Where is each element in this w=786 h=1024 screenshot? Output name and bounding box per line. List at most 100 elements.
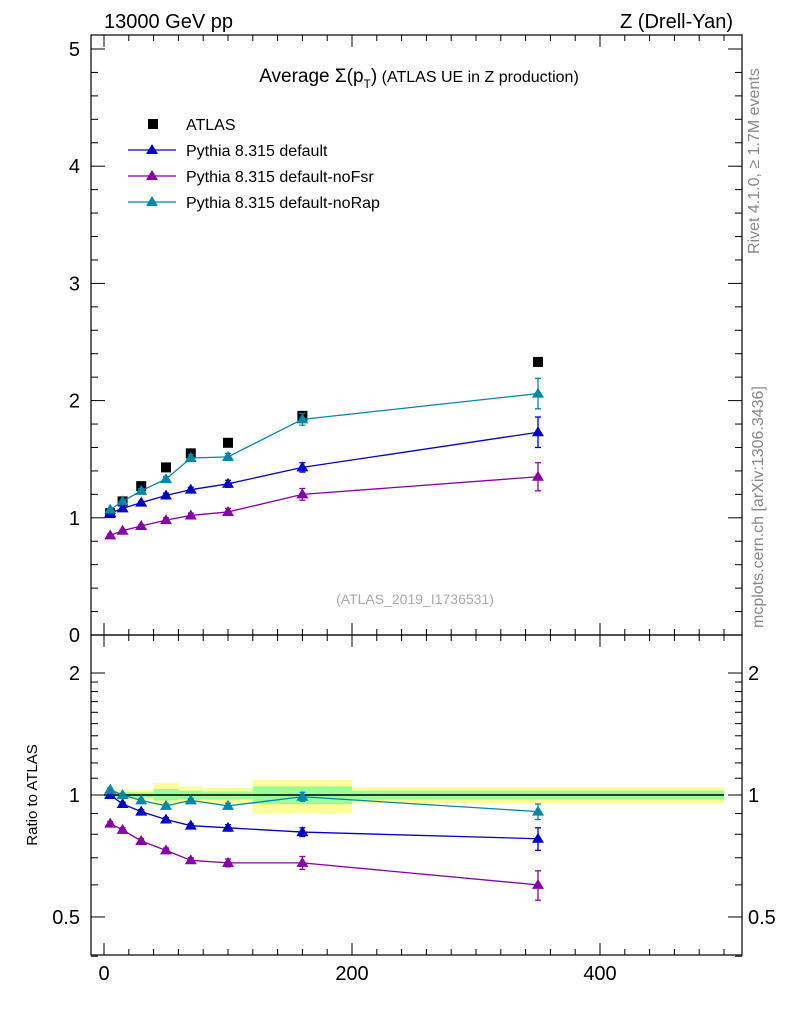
ratio-plot-frame [90,634,743,956]
main-series-1 [104,416,544,518]
main-ytick-label: 1 [69,508,80,530]
legend-label-norap: Pythia 8.315 default-noRap [186,195,380,212]
ratio-data-point [116,798,129,809]
ratio-uncertainty-bands [104,779,724,814]
main-data-point [222,477,234,488]
ratio-ytick-label-right: 0.5 [748,907,776,929]
ratio-data-point [222,799,234,810]
ratio-series-layer [104,783,544,901]
main-data-point [222,505,234,516]
main-data-point [184,483,197,494]
ratio-series-1 [104,817,544,901]
main-data-point [116,502,129,513]
ratio-data-point [532,832,544,843]
ratio-ytick-label-left: 0.5 [52,907,80,929]
main-data-point [223,437,233,448]
ratio-data-point [104,783,117,794]
ratio-data-point [532,805,544,816]
main-data-point [160,473,172,484]
ratio-xtick-label: 200 [335,963,368,985]
title-subscript: T [364,77,372,91]
main-data-point [184,452,197,463]
ratio-data-point [296,790,309,801]
ratio-panel: 0.5 0.5 1 1 2 2 0 200 400 Ratio to ATLAS [24,634,776,985]
main-series-line [109,392,539,511]
main-data-point [184,509,197,520]
header-left: 13000 GeV pp [104,11,233,33]
ratio-data-point [160,799,172,810]
main-data-point [532,470,544,481]
ratio-series-0 [104,789,544,852]
ratio-data-point [184,794,197,805]
main-ytick-label: 0 [69,625,80,647]
ratio-data-point [184,819,197,830]
legend-label-atlas: ATLAS [186,117,236,134]
ratio-data-point [296,826,309,837]
main-ytick-label: 4 [69,156,80,178]
ratio-xtick-label: 0 [98,963,109,985]
main-data-point [161,462,171,473]
main-y-tick-labels: 0 1 2 3 4 5 [69,39,80,647]
ratio-data-point [222,856,234,867]
ratio-ytick-label-left: 2 [69,663,80,685]
ratio-data-point [222,821,234,832]
main-panel: 0 1 2 3 4 5 Average Σ(pT) (ATLAS UE in Z prod… [69,34,743,647]
main-data-point [116,524,129,535]
ratio-xtick-label: 400 [583,963,616,985]
ratio-y-axis-label: Ratio to ATLAS [24,744,41,845]
rivet-label: Rivet 4.1.0, ≥ 1.7M events [746,68,763,254]
ratio-ytick-label-left: 1 [69,785,80,807]
main-data-point [135,496,148,507]
main-data-point [135,520,148,531]
main-data-point [160,514,172,525]
main-series-line [109,431,539,514]
main-series-2 [104,462,544,540]
ratio-data-point [104,817,117,828]
ratio-data-point [116,823,129,834]
main-data-point [116,495,129,506]
main-data-point [296,461,309,472]
legend-label-nofsr: Pythia 8.315 default-noFsr [186,169,374,186]
ratio-data-point [184,854,197,865]
mcplots-label: mcplots.cern.ch [arXiv:1306.3436] [750,386,767,628]
main-series-layer [104,356,544,540]
legend-marker-default [146,144,158,154]
analysis-id: (ATLAS_2019_I1736531) [336,591,494,607]
main-ytick-label: 2 [69,391,80,413]
ratio-data-point [135,794,148,805]
legend-marker-norap [146,196,158,206]
legend-marker-nofsr [146,170,158,180]
main-data-point [296,488,309,499]
ratio-data-point [532,878,544,889]
main-data-point [104,503,117,514]
main-data-point [160,489,172,500]
ratio-data-point [116,789,129,799]
legend-marker-atlas [148,119,158,129]
main-ytick-label: 5 [69,39,80,61]
main-data-point [104,529,117,540]
ratio-data-point [104,789,117,799]
main-title: Average Σ(pT) (ATLAS UE in Z production) [259,66,579,91]
main-data-point [532,387,544,398]
title-close: ) [371,66,377,87]
ratio-data-point [296,856,309,867]
ratio-series-2 [104,783,544,821]
main-series-3 [104,377,544,514]
main-data-point [135,484,148,495]
main-data-point [222,450,234,461]
title-suffix: (ATLAS UE in Z production) [377,69,579,86]
legend: ATLAS Pythia 8.315 default Pythia 8.315 … [128,117,380,212]
header-right: Z (Drell-Yan) [620,11,733,33]
title-prefix: Average [259,66,335,87]
ratio-axis-ticks [91,635,742,957]
main-axis-ticks [91,35,742,636]
main-ytick-label: 3 [69,273,80,295]
main-series-line [109,476,539,536]
main-data-point [296,413,309,424]
title-symbol: Σ(p [335,66,364,87]
main-data-point [532,426,544,437]
ratio-data-point [160,813,172,824]
ratio-data-point [160,844,172,855]
main-data-point [533,356,543,367]
